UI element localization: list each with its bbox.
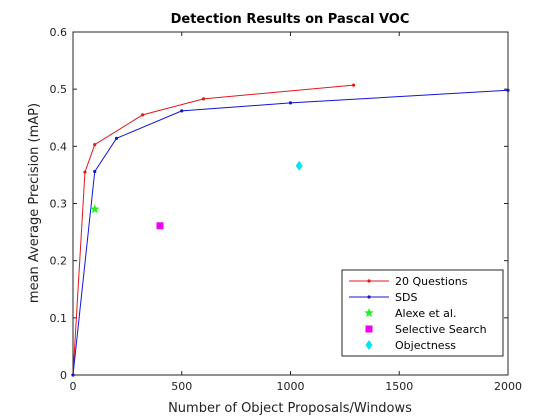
data-point-20-questions: [83, 170, 87, 174]
data-point-objectness: [295, 160, 303, 171]
legend-entry-objectness: Objectness: [365, 339, 456, 352]
legend-entry-alexe-et-al: Alexe et al.: [364, 307, 456, 320]
legend-marker-selective-search: [365, 325, 373, 333]
legend-marker-alexe-et-al: [364, 308, 374, 318]
y-tick-label: 0.2: [50, 255, 68, 268]
legend-marker-sds: [367, 295, 371, 299]
x-tick-label: 0: [70, 380, 77, 393]
data-point-sds: [71, 373, 75, 377]
y-tick-label: 0.3: [50, 198, 68, 211]
series-alexe-et-al: [89, 204, 100, 214]
legend-entry-sds: SDS: [349, 291, 417, 304]
series-line-20-questions: [72, 84, 354, 376]
data-point-sds: [93, 169, 97, 174]
legend-label-selective-search: Selective Search: [395, 323, 487, 336]
legend-label-alexe-et-al: Alexe et al.: [395, 307, 456, 320]
x-tick-label: 1500: [385, 380, 413, 393]
legend-marker-objectness: [365, 340, 373, 350]
legend: 20 Questions SDS Alexe et al. Selective Sea…: [341, 269, 504, 357]
legend-entry-selective-search: Selective Search: [365, 323, 487, 336]
series-objectness: [295, 160, 303, 171]
data-point-sds: [506, 88, 510, 92]
series-line-sds: [72, 89, 509, 376]
x-tick-label: 2000: [494, 380, 522, 393]
data-point-sds: [288, 101, 293, 105]
y-tick-label: 0.4: [50, 140, 68, 153]
series-sds: [71, 88, 510, 377]
legend-entry-20-questions: 20 Questions: [349, 275, 468, 288]
data-point-alexe-et-al: [89, 204, 100, 214]
series-selective-search: [156, 222, 164, 230]
y-tick-label: 0: [60, 369, 67, 382]
x-tick-label: 500: [171, 380, 192, 393]
x-axis-label: Number of Object Proposals/Windows: [168, 401, 412, 416]
data-point-sds: [180, 109, 184, 113]
data-point-20-questions: [141, 113, 145, 117]
y-tick-label: 0.1: [50, 312, 68, 325]
legend-marker-20-questions: [367, 279, 371, 283]
legend-label-objectness: Objectness: [395, 339, 456, 352]
x-tick-label: 1000: [277, 380, 305, 393]
y-tick-label: 0.5: [50, 83, 68, 96]
data-point-20-questions: [351, 83, 356, 87]
data-point-sds: [114, 136, 119, 140]
y-tick-label: 0.6: [50, 26, 68, 39]
data-point-selective-search: [156, 222, 164, 230]
legend-label-20-questions: 20 Questions: [395, 275, 468, 288]
chart-title: Detection Results on Pascal VOC: [171, 12, 410, 27]
data-point-20-questions: [93, 143, 97, 147]
plot-area: 0 500 1000 1500 2000 0 0.1 0.2 0.3 0.4 0.5 0.6: [50, 26, 523, 393]
y-axis-label: mean Average Precision (mAP): [27, 103, 42, 303]
legend-label-sds: SDS: [395, 291, 417, 304]
data-point-20-questions: [201, 97, 206, 101]
